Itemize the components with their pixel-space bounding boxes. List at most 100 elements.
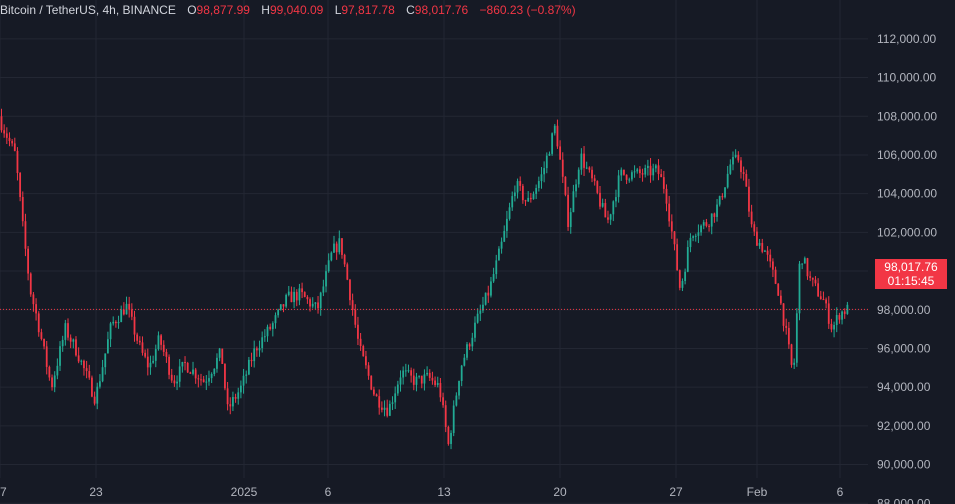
candle-body — [500, 241, 503, 249]
candle-body — [795, 313, 798, 363]
candle-body — [843, 311, 846, 314]
time-tick-label: 6 — [837, 485, 844, 499]
candle-body — [612, 201, 615, 215]
price-axis[interactable]: 88,000.00 90,000.00 92,000.00 94,000.00 96,0… — [877, 32, 937, 504]
candle-body — [354, 309, 357, 325]
candle-body — [468, 344, 471, 347]
candle-body — [633, 171, 636, 173]
candle-body — [415, 376, 418, 385]
price-tick-label: 106,000.00 — [877, 148, 937, 162]
candle-body — [447, 426, 450, 444]
candle-body — [253, 348, 256, 362]
candle-body — [349, 279, 351, 301]
candle-body — [343, 254, 346, 265]
time-tick-label: 6 — [325, 485, 332, 499]
candle-body — [327, 260, 330, 272]
price-tick-label: 104,000.00 — [877, 187, 937, 201]
candle-body — [814, 279, 817, 284]
candle-body — [274, 315, 277, 324]
time-tick-label: 13 — [437, 485, 451, 499]
candle-body — [506, 218, 508, 231]
candle-body — [216, 357, 218, 369]
candle-body — [428, 372, 431, 378]
candle-body — [426, 372, 428, 375]
time-axis[interactable]: 7 23 2025 6 13 20 27 Feb 6 — [0, 485, 844, 499]
candle-body — [513, 192, 516, 197]
candle-body — [646, 165, 649, 168]
candle-body — [128, 303, 131, 310]
candle-body — [458, 380, 460, 396]
candle-body — [567, 194, 569, 227]
candle-body — [537, 181, 540, 189]
candle-body — [93, 396, 96, 404]
candle-body — [213, 368, 216, 374]
ohlc-legend: Bitcoin / TetherUS, 4h, BINANCE O98,877.… — [0, 3, 584, 17]
candle-body — [133, 316, 136, 335]
candle-body — [232, 397, 234, 407]
candle-body — [21, 197, 24, 222]
candle-body — [370, 375, 373, 390]
candle-body — [197, 378, 200, 380]
candle-body — [835, 315, 838, 326]
candle-body — [697, 232, 700, 236]
candle-body — [13, 143, 16, 151]
candle-body — [16, 150, 19, 173]
candle-body — [819, 296, 822, 300]
candle-body — [503, 230, 506, 242]
candle-body — [463, 357, 466, 366]
candle-body — [708, 225, 710, 227]
candle-body — [160, 335, 162, 345]
candle-body — [694, 235, 697, 237]
candle-body — [226, 388, 229, 405]
candle-body — [224, 363, 226, 389]
candle-body — [412, 375, 415, 385]
low-value: 97,817.78 — [341, 3, 395, 17]
candle-body — [319, 292, 322, 309]
candle-body — [221, 348, 224, 364]
candle-body — [841, 311, 843, 320]
candle-body — [301, 288, 303, 293]
candle-body — [734, 154, 737, 158]
candle-body — [620, 169, 623, 176]
candle-body — [825, 299, 827, 304]
candle-body — [623, 169, 625, 175]
candle-body — [615, 197, 617, 202]
candle-body — [399, 377, 402, 385]
candle-body — [362, 346, 365, 357]
candle-body — [729, 164, 732, 174]
candle-body — [394, 393, 397, 403]
candle-body — [61, 339, 64, 347]
candle-body — [758, 242, 761, 246]
candle-body — [64, 323, 67, 340]
time-tick-label: 23 — [89, 485, 103, 499]
time-tick-label: 2025 — [231, 485, 258, 499]
candle-body — [29, 273, 32, 295]
candle-body — [91, 377, 93, 397]
candle-body — [521, 185, 524, 201]
candle-body — [559, 146, 561, 160]
candle-body — [460, 365, 463, 381]
high-value: 99,040.09 — [269, 3, 324, 17]
candle-body — [654, 165, 657, 169]
candle-body — [138, 340, 141, 343]
candle-body — [471, 337, 474, 347]
candle-body — [11, 141, 14, 144]
candle-body — [676, 244, 679, 271]
candle-body — [8, 137, 11, 142]
candle-body — [668, 203, 671, 222]
candle-body — [596, 181, 599, 193]
candle-body — [19, 172, 22, 198]
candle-body — [314, 302, 317, 304]
price-tick-label: 94,000.00 — [877, 380, 931, 394]
candle-body — [639, 169, 641, 174]
candle-body — [527, 197, 530, 202]
candle-body — [777, 283, 780, 296]
candle-body — [101, 367, 104, 382]
candle-body — [373, 389, 375, 395]
candle-body — [192, 369, 194, 374]
candle-body — [787, 327, 790, 345]
candle-body — [80, 360, 83, 362]
candle-body — [27, 248, 29, 274]
